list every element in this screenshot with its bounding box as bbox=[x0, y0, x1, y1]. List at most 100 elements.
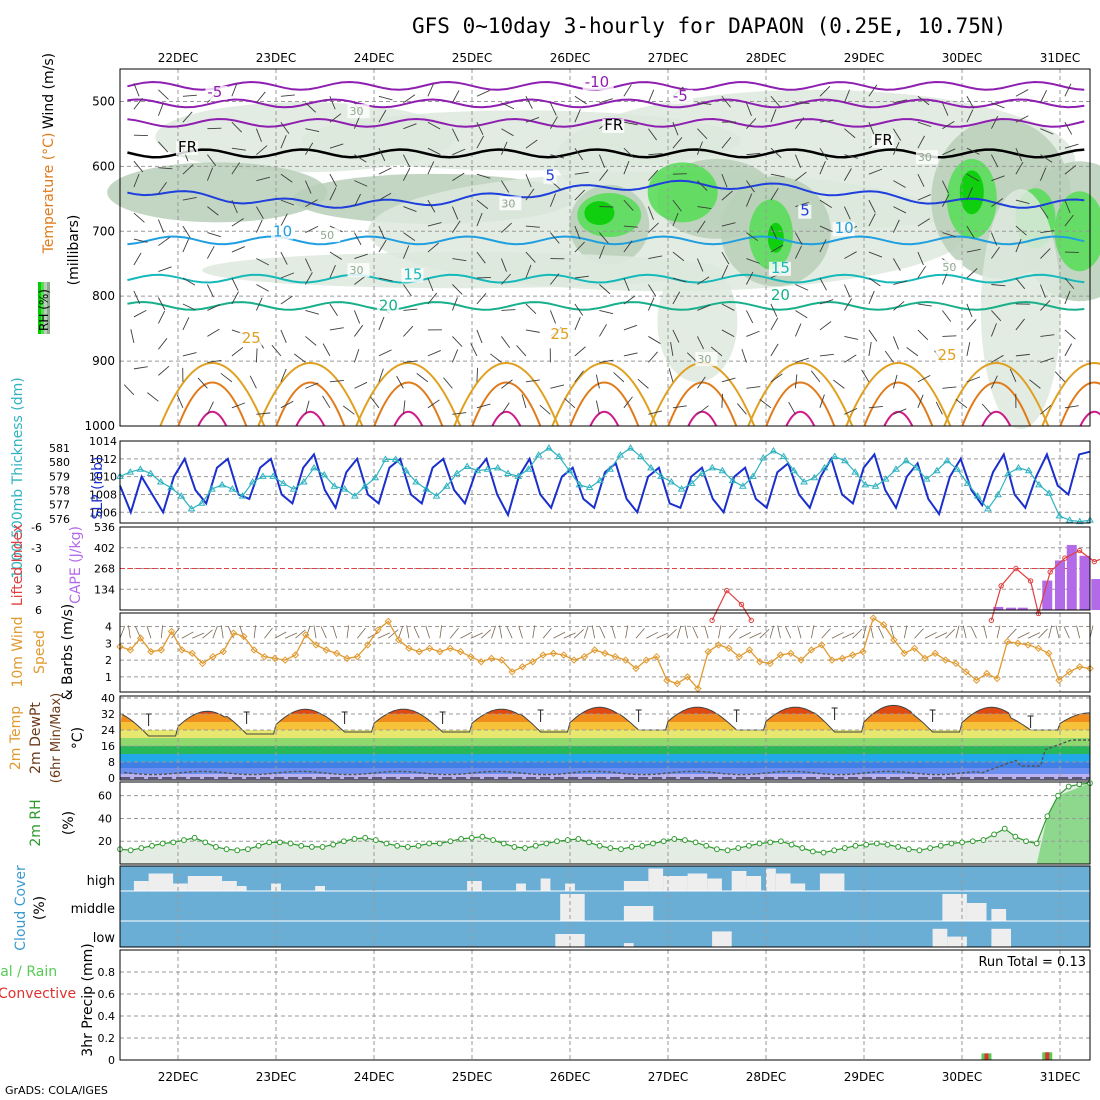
wind-barb bbox=[574, 225, 581, 240]
wind-barb bbox=[516, 345, 527, 357]
rh-marker bbox=[213, 844, 219, 850]
surface-wind-barb bbox=[996, 625, 1001, 639]
thickness-marker bbox=[585, 483, 594, 491]
wind-barb bbox=[746, 386, 761, 389]
wind-barb bbox=[868, 199, 876, 213]
temperature-tick-label: 32 bbox=[101, 708, 115, 721]
wind-axis-label-part1: 10m Wind bbox=[10, 616, 26, 687]
surface-wind-barb bbox=[831, 632, 844, 639]
wind-barb bbox=[158, 297, 166, 311]
wind-barb bbox=[525, 96, 533, 109]
wind-barb bbox=[843, 284, 851, 298]
wind-barb bbox=[182, 225, 191, 239]
wind-barb bbox=[305, 382, 319, 389]
wind-barb bbox=[231, 199, 238, 214]
wind-barb bbox=[623, 295, 636, 305]
wind-barb bbox=[207, 304, 221, 311]
rh-marker bbox=[1044, 813, 1051, 820]
wind-barb bbox=[991, 102, 1005, 109]
temperature-whisker bbox=[1027, 715, 1034, 728]
wind-barb bbox=[305, 310, 320, 315]
wind-speed-marker bbox=[735, 652, 743, 661]
thickness-marker bbox=[861, 480, 870, 488]
wind-speed-marker bbox=[281, 656, 289, 664]
surface-wind-barb bbox=[666, 629, 677, 639]
contour-label-bg bbox=[935, 348, 958, 363]
wind-barb bbox=[942, 120, 955, 130]
precip-total-legend: Total / Rain bbox=[0, 964, 57, 980]
temperature-band bbox=[120, 730, 1090, 738]
thickness-marker bbox=[626, 444, 635, 451]
wind-barb bbox=[746, 118, 757, 130]
wind-barb bbox=[403, 206, 417, 212]
wind-barb bbox=[966, 225, 975, 239]
wind-barb bbox=[819, 239, 827, 253]
cloud-segment bbox=[148, 873, 174, 891]
rh-marker bbox=[873, 840, 880, 847]
surface-wind-barb bbox=[983, 625, 988, 639]
wind-barb bbox=[991, 154, 999, 168]
wind-barb bbox=[574, 95, 587, 105]
precip-tick-label: 0 bbox=[108, 1054, 115, 1067]
surface-wind-barb bbox=[332, 625, 338, 639]
wind-speed-marker bbox=[621, 656, 630, 664]
wind-barb bbox=[696, 258, 704, 272]
date-label-bottom: 31DEC bbox=[1040, 1070, 1080, 1084]
rh-marker bbox=[522, 845, 528, 851]
wind-barb bbox=[378, 192, 392, 201]
slp-tick-label: 1010 bbox=[89, 471, 117, 484]
wind-barb bbox=[819, 394, 825, 408]
wind-barb bbox=[353, 310, 361, 324]
thickness-marker bbox=[677, 485, 686, 492]
wind-barb bbox=[574, 346, 586, 357]
wind-barb bbox=[354, 275, 366, 285]
wind-barb bbox=[416, 373, 429, 383]
cape-tick-label: 134 bbox=[94, 583, 115, 596]
thickness-tick-label: 581 bbox=[49, 442, 70, 455]
temperature-whisker bbox=[635, 709, 642, 722]
wind-barb bbox=[670, 342, 674, 356]
wind-speed-marker bbox=[983, 669, 991, 678]
wind-tick-label: 1 bbox=[105, 671, 112, 684]
rh-marker bbox=[820, 849, 827, 856]
surface-wind-barb bbox=[692, 626, 699, 639]
wind-barb bbox=[427, 222, 442, 227]
wind-barb bbox=[207, 232, 221, 238]
wind-barb bbox=[966, 96, 975, 109]
rh-high-area bbox=[1036, 783, 1090, 864]
wind-barb bbox=[917, 173, 925, 187]
warm-isotherm bbox=[981, 410, 1012, 427]
contour-label-bg bbox=[401, 268, 424, 283]
contour-label: FR bbox=[604, 116, 623, 134]
wind-barb bbox=[942, 148, 956, 156]
rh-marker bbox=[980, 837, 987, 843]
wind-speed-marker bbox=[1075, 663, 1084, 671]
temperature-isotherm bbox=[127, 300, 1085, 311]
wind-barb bbox=[942, 310, 952, 322]
contour-label-bg bbox=[176, 141, 198, 156]
contour-label: 30 bbox=[918, 151, 932, 164]
surface-wind-barb bbox=[1063, 626, 1070, 639]
wind-barb bbox=[280, 94, 295, 97]
wind-barb bbox=[427, 350, 441, 357]
wind-barb bbox=[158, 266, 172, 272]
wind-barb bbox=[844, 154, 859, 159]
wind-barb bbox=[1064, 83, 1072, 97]
wind-barb bbox=[955, 398, 968, 409]
wind-barb bbox=[721, 303, 735, 311]
cloud-segment bbox=[663, 876, 688, 891]
contour-label: 15 bbox=[403, 265, 422, 283]
thickness-marker bbox=[310, 463, 318, 471]
thickness-marker bbox=[994, 490, 1002, 498]
wind-barb bbox=[305, 272, 313, 285]
run-total-label: Run Total = 0.13 bbox=[978, 955, 1086, 970]
surface-wind-barb bbox=[264, 627, 273, 639]
wind-barb bbox=[403, 123, 417, 130]
wind-barb bbox=[271, 344, 282, 357]
surface-wind-barb bbox=[728, 628, 738, 639]
wind-barb bbox=[892, 336, 899, 350]
wind-speed-marker bbox=[188, 649, 196, 658]
rh-marker bbox=[447, 838, 454, 845]
surface-wind-barb bbox=[202, 629, 213, 639]
rh-marker bbox=[415, 842, 422, 849]
